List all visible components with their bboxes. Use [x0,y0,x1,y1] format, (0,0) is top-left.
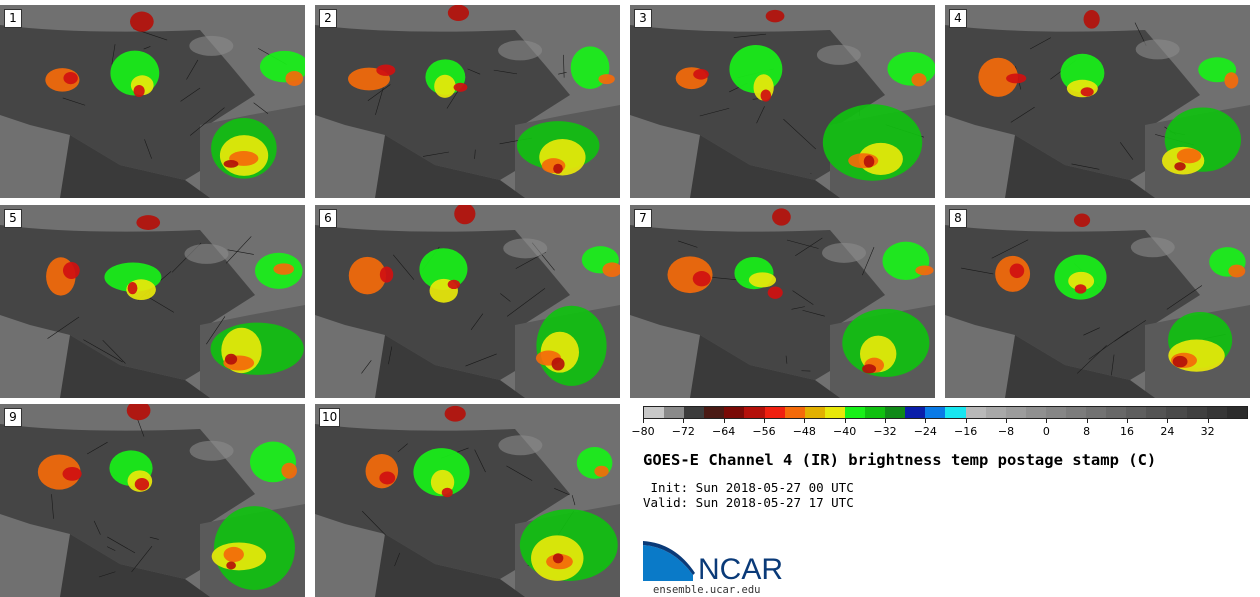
colorbar-tick-label: −64 [712,425,736,438]
panel-number: 3 [634,9,652,28]
map-panel-7: 7 [630,205,935,398]
colorbar-swatch [1186,407,1207,418]
panel-number: 9 [4,408,22,427]
map-panel-5: 5 [0,205,305,398]
colorbar-tick [723,419,725,423]
colorbar-tick [764,419,765,423]
colorbar-tick-label: 32 [1200,425,1215,438]
colorbar-swatch [1086,407,1107,418]
colorbar-tick [885,419,886,423]
colorbar-tick [1046,419,1048,423]
colorbar-tick-label: −80 [631,425,655,438]
colorbar-swatch [925,407,946,418]
colorbar-swatch [784,407,805,418]
colorbar-swatch [1166,407,1187,418]
map-panel-10: 10 [315,404,620,597]
colorbar-tick-label: −8 [997,425,1015,438]
colorbar-tick-label: −16 [954,425,978,438]
colorbar-swatch [865,407,886,418]
colorbar-tick-label: −40 [833,425,857,438]
init-time: Init: Sun 2018-05-27 00 UTC [643,480,854,495]
ir-map [0,404,305,597]
colorbar-swatch [764,407,785,418]
colorbar-swatch [965,407,986,418]
ncar-logo: NCAR [643,541,783,583]
colorbar-swatch [1025,407,1046,418]
colorbar-tick [683,419,685,423]
colorbar-swatch [1206,407,1227,418]
ir-map [945,205,1250,398]
colorbar-tick-label: −72 [671,425,695,438]
colorbar-tick-label: −32 [873,425,897,438]
colorbar-swatch [804,407,825,418]
colorbar-tick-label: −48 [792,425,816,438]
ir-map [0,5,305,198]
ir-map [630,5,935,198]
colorbar-ticks: −80 −72 −64 −56 −48 −40 −32 −24 −16 −8 0 8 16 24 32 [631,419,1248,439]
ir-map [315,404,620,597]
map-panel-4: 4 [945,5,1250,198]
colorbar-tick-label: −24 [913,425,937,438]
map-panel-2: 2 [315,5,620,198]
colorbar-swatch [1146,407,1167,418]
colorbar-tick [1207,419,1209,423]
colorbar-swatch [704,407,725,418]
colorbar-tick [925,419,927,423]
panel-number: 1 [4,9,22,28]
colorbar-tick [1167,419,1169,423]
colorbar-swatch [1005,407,1026,418]
colorbar [643,406,1248,419]
ir-map [0,205,305,398]
map-panel-6: 6 [315,205,620,398]
panel-number: 2 [319,9,337,28]
ir-map [630,205,935,398]
colorbar-swatch [1106,407,1127,418]
panel-number: 4 [949,9,967,28]
panel-number: 8 [949,209,967,228]
colorbar-tick [643,419,644,423]
panel-number: 10 [319,408,341,427]
colorbar-tick [965,419,967,423]
colorbar-swatch [844,407,866,418]
map-panel-9: 9 [0,404,305,597]
colorbar-swatch [1045,407,1066,418]
colorbar-tick [844,419,846,423]
colorbar-swatch [724,407,745,418]
colorbar-swatch [744,407,765,418]
colorbar-tick [1127,419,1128,423]
panel-number: 5 [4,209,22,228]
colorbar-swatch [684,407,705,418]
colorbar-swatch [1065,407,1087,418]
colorbar-tick-label: 16 [1120,425,1134,438]
panel-number: 6 [319,209,337,228]
ir-map [315,5,620,198]
ncar-logo-text: NCAR [698,553,783,583]
colorbar-tick [804,419,806,423]
colorbar-swatch [824,407,845,418]
colorbar-swatch [664,407,685,418]
map-panel-1: 1 [0,5,305,198]
ir-map [945,5,1250,198]
colorbar-swatch [985,407,1006,418]
colorbar-swatch [644,407,665,418]
colorbar-tick [1006,419,1007,423]
ir-map [315,205,620,398]
colorbar-tick-label: 24 [1160,425,1175,438]
map-panel-3: 3 [630,5,935,198]
colorbar-tick [1086,419,1088,423]
colorbar-swatch [905,407,926,418]
colorbar-swatch [945,407,966,418]
colorbar-swatch [1226,407,1247,418]
figure-title: GOES-E Channel 4 (IR) brightness temp po… [643,451,1157,469]
colorbar-tick-label: 0 [1042,425,1050,438]
colorbar-tick-label: −56 [752,425,776,438]
panel-number: 7 [634,209,652,228]
colorbar-swatch [1126,407,1147,418]
valid-time: Valid: Sun 2018-05-27 17 UTC [643,495,854,510]
colorbar-swatch [885,407,906,418]
colorbar-tick-label: 8 [1083,425,1091,438]
url-text: ensemble.ucar.edu [653,584,761,596]
map-panel-8: 8 [945,205,1250,398]
